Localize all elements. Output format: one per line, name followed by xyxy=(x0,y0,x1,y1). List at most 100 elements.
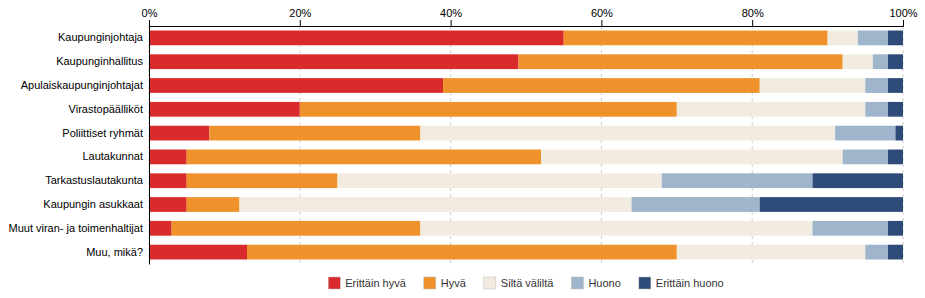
bar xyxy=(858,31,888,46)
x-tick: 40% xyxy=(440,7,462,26)
x-axis: 0% 20% 40% 60% 80% 100% xyxy=(142,7,918,27)
y-tick-label: Muut viran- ja toimenhaltijat xyxy=(8,222,143,234)
x-tick-mark xyxy=(149,20,150,26)
bars xyxy=(149,31,903,260)
bar xyxy=(865,78,888,93)
legend-item: Hyvä xyxy=(424,277,467,289)
y-tick-label: Kaupunginjohtaja xyxy=(58,31,144,43)
legend-swatch xyxy=(424,277,436,289)
series xyxy=(760,31,903,260)
x-tick-label: 20% xyxy=(289,7,311,19)
bar xyxy=(828,31,858,46)
x-tick: 20% xyxy=(289,7,311,26)
bar xyxy=(443,78,760,93)
bar xyxy=(843,150,888,165)
legend-swatch xyxy=(571,277,583,289)
bar xyxy=(677,245,866,260)
bar xyxy=(813,173,903,188)
series xyxy=(172,31,843,260)
bar xyxy=(149,197,187,212)
bar xyxy=(888,221,903,236)
x-tick: 60% xyxy=(591,7,613,26)
y-tick-label: Kaupungin asukkaat xyxy=(43,198,143,210)
x-tick-label: 40% xyxy=(440,7,462,19)
y-tick: Kaupunginjohtaja xyxy=(58,31,149,43)
legend: Erittäin hyvä Hyvä Siltä väliltä Huono Eritt… xyxy=(328,277,723,289)
x-tick-mark xyxy=(451,20,452,26)
bar xyxy=(209,126,420,141)
bar xyxy=(149,150,187,165)
bar xyxy=(149,173,187,188)
legend-label: Huono xyxy=(588,277,620,289)
bar xyxy=(172,221,421,236)
bar xyxy=(865,245,888,260)
y-tick: Kaupunginhallitus xyxy=(56,55,149,67)
bar xyxy=(888,78,903,93)
legend-label: Hyvä xyxy=(441,277,467,289)
legend-item: Erittäin huono xyxy=(639,277,724,289)
legend-item: Siltä väliltä xyxy=(484,277,554,289)
plot: 0%20%40%60%80%100%KaupunginjohtajaKaupun… xyxy=(8,7,917,265)
y-tick: Poliittiset ryhmät xyxy=(62,127,149,139)
x-tick: 100% xyxy=(889,7,917,26)
y-tick-label: Tarkastuslautakunta xyxy=(45,174,144,186)
x-tick-label: 80% xyxy=(742,7,764,19)
bar xyxy=(239,197,631,212)
series xyxy=(632,31,896,260)
x-tick-mark xyxy=(752,20,753,26)
bar xyxy=(149,31,564,46)
y-axis: Kaupunginjohtaja Kaupunginhallitus Apulais… xyxy=(8,27,149,265)
bar xyxy=(888,102,903,117)
bar xyxy=(541,150,843,165)
x-axis-line xyxy=(150,20,904,27)
bar xyxy=(677,102,866,117)
y-tick-label: Kaupunginhallitus xyxy=(56,55,143,67)
bar xyxy=(420,126,835,141)
bar xyxy=(149,102,300,117)
x-tick: 0% xyxy=(142,7,158,26)
bar xyxy=(865,102,888,117)
x-tick-label: 0% xyxy=(142,7,158,19)
bar xyxy=(518,54,842,69)
x-tick-label: 60% xyxy=(591,7,613,19)
y-tick-label: Apulaiskaupunginjohtajat xyxy=(21,79,143,91)
bar xyxy=(149,126,209,141)
bar xyxy=(187,173,338,188)
grid xyxy=(149,26,903,264)
y-tick-label: Lautakunnat xyxy=(82,150,143,162)
x-tick-mark xyxy=(601,20,602,26)
bar xyxy=(888,150,903,165)
y-tick: Tarkastuslautakunta xyxy=(45,174,149,186)
legend-label: Erittäin hyvä xyxy=(345,277,406,289)
y-tick: Muut viran- ja toimenhaltijat xyxy=(8,222,149,234)
legend-swatch xyxy=(484,277,496,289)
bar xyxy=(149,245,247,260)
bar xyxy=(564,31,828,46)
bar xyxy=(187,197,240,212)
y-tick-label: Muu, mikä? xyxy=(86,246,143,258)
x-tick-mark xyxy=(903,20,904,26)
legend-item: Huono xyxy=(571,277,620,289)
y-axis-line xyxy=(149,27,150,265)
bar xyxy=(888,31,903,46)
bar xyxy=(149,54,518,69)
x-tick-mark xyxy=(300,20,301,26)
bar xyxy=(632,197,760,212)
y-tick: Kaupungin asukkaat xyxy=(43,198,149,210)
grid-line xyxy=(149,26,150,264)
series xyxy=(239,31,872,260)
bar xyxy=(895,126,903,141)
bar xyxy=(149,221,172,236)
bar xyxy=(149,78,443,93)
legend-label: Erittäin huono xyxy=(656,277,724,289)
x-tick-label: 100% xyxy=(889,7,917,19)
bar xyxy=(247,245,677,260)
bar xyxy=(760,78,866,93)
y-tick: Lautakunnat xyxy=(82,150,149,162)
legend-label: Siltä väliltä xyxy=(501,277,554,289)
y-tick: Virastopäälliköt xyxy=(69,103,149,115)
legend-swatch xyxy=(328,277,340,289)
y-tick: Apulaiskaupunginjohtajat xyxy=(21,79,149,91)
y-tick-label: Poliittiset ryhmät xyxy=(62,127,143,139)
legend-item: Erittäin hyvä xyxy=(328,277,406,289)
